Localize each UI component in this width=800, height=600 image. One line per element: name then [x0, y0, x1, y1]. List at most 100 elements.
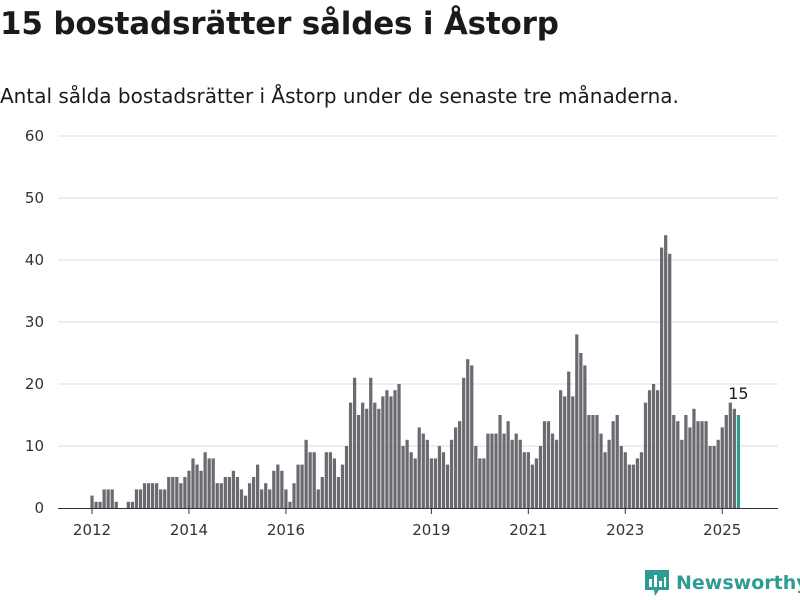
bar — [417, 427, 421, 508]
bar — [284, 489, 288, 508]
bar — [276, 464, 280, 508]
bar — [728, 402, 732, 508]
bar — [207, 458, 211, 508]
y-tick-label: 30 — [25, 313, 44, 331]
brand-name: Newsworthy — [676, 572, 800, 594]
bar — [243, 495, 248, 508]
value-annotation: 15 — [728, 384, 748, 403]
bar — [635, 458, 640, 508]
newsworthy-logo[interactable]: Newsworthy — [644, 569, 800, 597]
bar — [643, 402, 648, 508]
bar — [474, 446, 478, 508]
bar — [348, 402, 353, 508]
bar — [146, 483, 151, 508]
bar — [429, 458, 433, 508]
bar — [623, 452, 627, 508]
bar — [94, 501, 98, 508]
y-axis-ticks: 0 10 20 30 40 50 60 — [25, 127, 44, 517]
bar — [704, 421, 708, 508]
bar — [134, 489, 139, 508]
bar — [219, 483, 223, 508]
bar — [316, 489, 320, 508]
bar — [458, 421, 462, 508]
bar — [559, 390, 563, 508]
bar — [102, 489, 106, 508]
bar — [664, 235, 668, 508]
bar — [575, 334, 579, 508]
bar — [171, 477, 175, 508]
bar — [211, 458, 215, 508]
x-axis: 2012 2014 2016 2019 2021 2023 2025 — [58, 508, 778, 539]
bar — [239, 489, 244, 508]
bar — [413, 458, 417, 508]
y-tick-label: 10 — [25, 437, 44, 455]
bar — [732, 408, 736, 508]
bar — [502, 433, 506, 508]
bar — [183, 477, 187, 508]
bar — [300, 464, 304, 508]
bar — [567, 371, 571, 508]
bar — [615, 415, 619, 508]
bar — [336, 477, 341, 508]
bar — [163, 489, 167, 508]
bar — [251, 477, 256, 508]
bar — [106, 489, 110, 508]
bar — [365, 408, 369, 508]
bar — [175, 477, 179, 508]
bar — [534, 458, 539, 508]
x-tick-label: 2023 — [606, 521, 644, 539]
bar — [639, 452, 644, 508]
bar — [138, 489, 143, 508]
bar — [409, 452, 413, 508]
bar — [433, 458, 438, 508]
bar — [720, 427, 724, 508]
y-tick-label: 60 — [25, 127, 44, 145]
bar — [385, 390, 389, 508]
bar — [159, 489, 163, 508]
bar — [167, 477, 171, 508]
bar — [150, 483, 155, 508]
bar — [571, 396, 575, 508]
bar — [179, 483, 183, 508]
bar — [506, 421, 510, 508]
bar — [498, 415, 502, 508]
bar — [716, 439, 720, 508]
newsworthy-logo-icon — [645, 570, 669, 596]
bar — [98, 501, 102, 508]
bar — [425, 439, 429, 508]
x-tick-label: 2012 — [73, 521, 111, 539]
bar — [676, 421, 680, 508]
bar — [554, 439, 559, 508]
y-tick-label: 20 — [25, 375, 44, 393]
bar — [268, 489, 272, 508]
bar — [320, 477, 324, 508]
bar — [401, 446, 405, 508]
bar — [280, 470, 284, 508]
bar — [264, 483, 268, 508]
bar — [155, 483, 159, 508]
bar — [526, 452, 530, 508]
bar — [126, 501, 130, 508]
bar — [550, 433, 555, 508]
y-tick-label: 0 — [34, 499, 44, 517]
bar — [377, 408, 381, 508]
bar — [405, 439, 409, 508]
bar — [494, 433, 498, 508]
bar — [332, 458, 337, 508]
bar — [312, 452, 316, 508]
bar — [272, 470, 276, 508]
bar — [215, 483, 219, 508]
bar — [227, 477, 231, 508]
bar — [114, 501, 118, 508]
bar — [437, 446, 442, 508]
bar — [583, 365, 587, 508]
bar — [546, 421, 551, 508]
bar — [247, 483, 252, 508]
bar — [542, 421, 547, 508]
bar — [522, 452, 526, 508]
bar — [587, 415, 591, 508]
bar — [700, 421, 704, 508]
bar — [373, 402, 377, 508]
bar — [441, 452, 446, 508]
